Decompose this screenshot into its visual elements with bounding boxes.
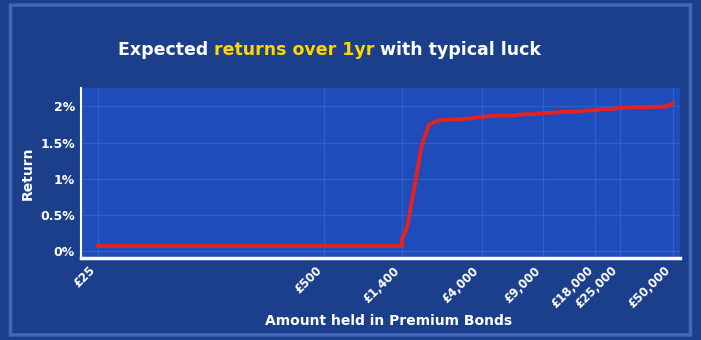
Y-axis label: Return: Return <box>21 147 35 200</box>
FancyBboxPatch shape <box>11 5 690 335</box>
Text: Expected: Expected <box>118 41 214 59</box>
Text: returns over 1yr: returns over 1yr <box>214 41 374 59</box>
Text: Amount held in Premium Bonds: Amount held in Premium Bonds <box>266 314 512 328</box>
Text: with typical luck: with typical luck <box>374 41 541 59</box>
